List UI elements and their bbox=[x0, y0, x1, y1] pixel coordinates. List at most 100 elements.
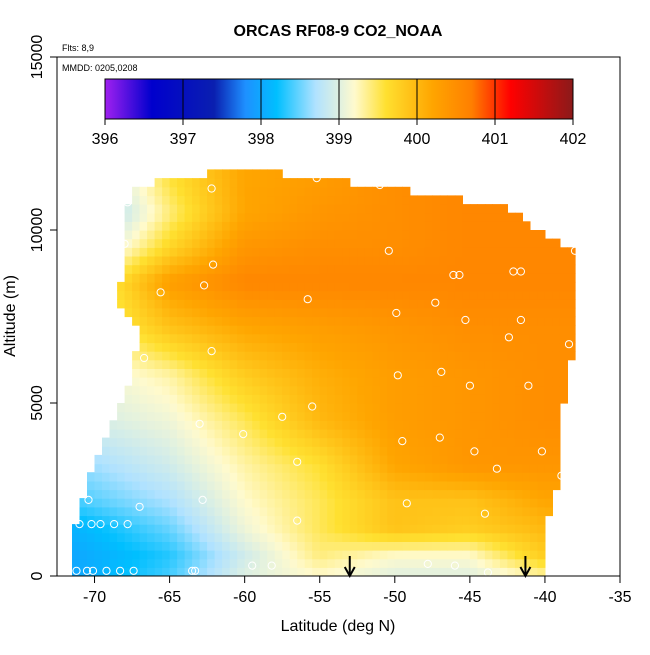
heatmap-cell bbox=[409, 273, 418, 283]
heatmap-cell bbox=[289, 429, 298, 439]
heatmap-cell bbox=[169, 454, 178, 465]
heatmap-cell bbox=[379, 498, 388, 508]
heatmap-cell bbox=[424, 273, 433, 283]
heatmap-cell bbox=[244, 506, 253, 517]
heatmap-cell bbox=[492, 204, 501, 214]
heatmap-cell bbox=[552, 472, 561, 482]
heatmap-cell bbox=[312, 230, 321, 240]
heatmap-cell bbox=[237, 446, 246, 456]
heatmap-cell bbox=[484, 238, 493, 248]
heatmap-cell bbox=[499, 333, 508, 344]
heatmap-cell bbox=[177, 230, 186, 240]
heatmap-cell bbox=[484, 221, 493, 231]
heatmap-cell bbox=[484, 420, 493, 430]
heatmap-cell bbox=[147, 351, 156, 361]
heatmap-cell bbox=[237, 230, 246, 240]
heatmap-cell bbox=[289, 178, 298, 188]
heatmap-cell bbox=[357, 186, 366, 197]
heatmap-cell bbox=[454, 480, 463, 491]
heatmap-cell bbox=[462, 480, 471, 491]
heatmap-cell bbox=[87, 550, 96, 560]
heatmap-cell bbox=[522, 221, 531, 231]
heatmap-cell bbox=[447, 524, 456, 534]
heatmap-cell bbox=[529, 480, 538, 491]
heatmap-cell bbox=[379, 195, 388, 205]
heatmap-cell bbox=[522, 437, 531, 447]
heatmap-cell bbox=[327, 472, 336, 482]
heatmap-cell bbox=[379, 290, 388, 300]
heatmap-cell bbox=[417, 420, 426, 430]
heatmap-cell bbox=[552, 368, 561, 378]
colorbar: 396 397 398 399 400 401 402 bbox=[92, 78, 586, 148]
heatmap-cell bbox=[334, 342, 343, 352]
heatmap-cell bbox=[379, 454, 388, 465]
heatmap-cell bbox=[154, 255, 163, 266]
heatmap-cell bbox=[319, 204, 328, 214]
heatmap-cell bbox=[492, 230, 501, 240]
heatmap-cell bbox=[514, 532, 523, 542]
heatmap-cell bbox=[499, 489, 508, 499]
heatmap-cell bbox=[184, 204, 193, 214]
heatmap-cell bbox=[334, 437, 343, 447]
heatmap-cell bbox=[237, 454, 246, 465]
heatmap-cell bbox=[124, 524, 133, 534]
heatmap-cell bbox=[312, 446, 321, 456]
heatmap-cell bbox=[267, 290, 276, 300]
heatmap-cell bbox=[177, 498, 186, 508]
heatmap-cell bbox=[439, 532, 448, 542]
heatmap-cell bbox=[259, 472, 268, 482]
heatmap-cell bbox=[267, 567, 276, 576]
heatmap-cell bbox=[447, 472, 456, 482]
sample-point bbox=[120, 239, 129, 248]
heatmap-cell bbox=[447, 532, 456, 542]
heatmap-cell bbox=[147, 281, 156, 292]
heatmap-cell bbox=[267, 377, 276, 387]
heatmap-cell bbox=[424, 359, 433, 369]
heatmap-cell bbox=[469, 532, 478, 542]
heatmap-cell bbox=[154, 359, 163, 369]
heatmap-cell bbox=[424, 403, 433, 413]
heatmap-cell bbox=[522, 281, 531, 292]
heatmap-cell bbox=[499, 463, 508, 473]
heatmap-cell bbox=[372, 515, 381, 525]
heatmap-cell bbox=[327, 204, 336, 214]
heatmap-cell bbox=[214, 307, 223, 318]
heatmap-cell bbox=[147, 446, 156, 456]
heatmap-cell bbox=[327, 385, 336, 395]
heatmap-cell bbox=[267, 178, 276, 188]
heatmap-cell bbox=[432, 368, 441, 378]
heatmap-cell bbox=[357, 377, 366, 387]
heatmap-cell bbox=[154, 541, 163, 551]
heatmap-cell bbox=[484, 437, 493, 447]
heatmap-cell bbox=[394, 385, 403, 395]
heatmap-cell bbox=[312, 385, 321, 395]
heatmap-cell bbox=[462, 212, 471, 222]
heatmap-cell bbox=[567, 255, 576, 266]
heatmap-cell bbox=[327, 273, 336, 283]
heatmap-cell bbox=[484, 377, 493, 387]
sample-point bbox=[209, 260, 218, 269]
heatmap-cell bbox=[72, 532, 81, 542]
heatmap-cell bbox=[117, 290, 126, 300]
heatmap-cell bbox=[162, 411, 171, 421]
heatmap-cell bbox=[454, 437, 463, 447]
heatmap-cell bbox=[357, 385, 366, 395]
heatmap-cell bbox=[432, 377, 441, 387]
heatmap-cell bbox=[147, 558, 156, 568]
heatmap-cell bbox=[552, 429, 561, 439]
heatmap-cell bbox=[372, 342, 381, 352]
heatmap-cell bbox=[522, 472, 531, 482]
heatmap-cell bbox=[349, 238, 358, 248]
heatmap-cell bbox=[244, 480, 253, 491]
heatmap-cell bbox=[139, 550, 148, 560]
heatmap-cell bbox=[469, 446, 478, 456]
heatmap-cell bbox=[477, 204, 486, 214]
heatmap-cell bbox=[537, 437, 546, 447]
x-tick-label: -55 bbox=[308, 589, 331, 606]
heatmap-cell bbox=[529, 316, 538, 326]
heatmap-cell bbox=[454, 463, 463, 473]
heatmap-cell bbox=[207, 169, 216, 179]
heatmap-cell bbox=[282, 351, 291, 361]
heatmap-cell bbox=[207, 489, 216, 499]
heatmap-cell bbox=[394, 342, 403, 352]
